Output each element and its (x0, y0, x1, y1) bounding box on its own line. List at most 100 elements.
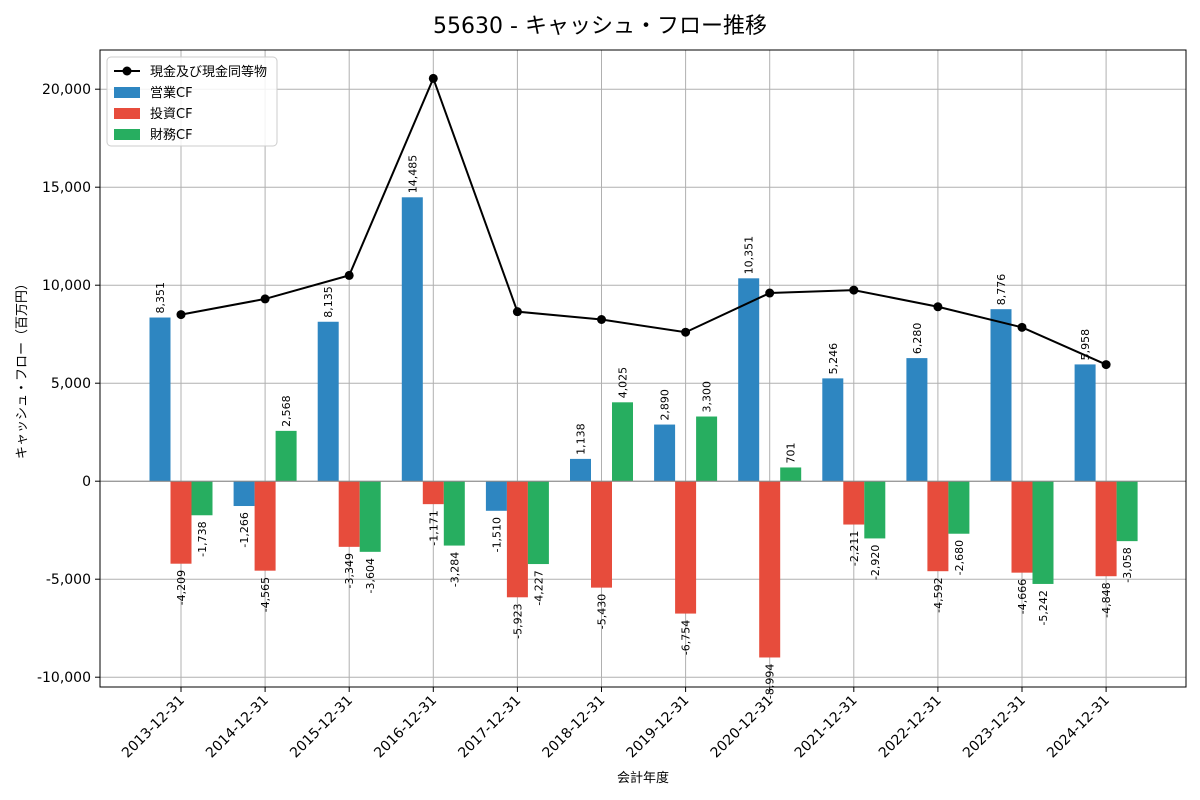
data-label: 2,568 (280, 395, 293, 427)
data-label: 10,351 (743, 236, 756, 275)
cash-balance-point (176, 310, 186, 320)
data-label: -2,211 (848, 531, 861, 566)
chart-title: 55630 - キャッシュ・フロー推移 (433, 14, 767, 39)
legend-label: 営業CF (150, 85, 193, 101)
data-label: -4,565 (259, 577, 272, 612)
bar (612, 402, 633, 482)
data-label: 5,246 (827, 343, 840, 375)
data-label: -6,754 (680, 620, 693, 655)
y-tick-label: -5,000 (46, 572, 91, 588)
cash-balance-line (180, 75, 1107, 366)
bar (990, 309, 1012, 482)
x-tick-label: 2024-12-31 (1044, 693, 1113, 762)
bar (275, 430, 297, 482)
y-tick-label: 0 (82, 474, 91, 490)
bar (359, 481, 381, 552)
cash-balance-point (344, 270, 354, 280)
bar (485, 481, 507, 511)
bar (780, 467, 802, 482)
bar (759, 481, 781, 658)
x-tick-label: 2016-12-31 (371, 693, 440, 762)
legend-label: 現金及び現金同等物 (150, 64, 267, 80)
legend-marker (122, 66, 132, 76)
data-label: -1,510 (490, 517, 503, 552)
data-label: 5,958 (1079, 329, 1092, 361)
x-tick-label: 2022-12-31 (876, 693, 945, 762)
bar (254, 481, 276, 571)
y-tick-label: -10,000 (37, 670, 91, 686)
data-label: -1,171 (427, 510, 440, 545)
bar (591, 481, 612, 588)
data-label: -1,738 (196, 521, 209, 556)
cash-balance-point (597, 315, 606, 324)
legend-swatch (114, 108, 140, 119)
bar (1095, 481, 1117, 577)
cash-balance-point (1017, 322, 1027, 332)
bar (443, 481, 465, 546)
x-tick-label: 2013-12-31 (119, 693, 188, 762)
cash-balance-point (765, 288, 775, 298)
bar (170, 481, 192, 564)
legend-label: 財務CF (150, 128, 193, 143)
data-label: 8,351 (154, 282, 167, 314)
x-tick-label: 2021-12-31 (792, 693, 861, 762)
data-label: -5,430 (596, 594, 609, 629)
cash-balance-point (260, 294, 270, 304)
bar (927, 481, 949, 572)
x-tick-label: 2023-12-31 (960, 693, 1029, 762)
bar (422, 481, 444, 505)
bar (1011, 481, 1033, 573)
bar (654, 424, 676, 482)
bar (233, 481, 255, 507)
bar (570, 458, 591, 482)
data-label: -3,284 (448, 552, 461, 587)
x-tick-label: 2017-12-31 (455, 693, 524, 762)
x-tick-label: 2015-12-31 (287, 693, 356, 762)
x-tick-label: 2019-12-31 (624, 693, 693, 762)
legend-swatch (114, 87, 140, 98)
y-tick-label: 5,000 (51, 376, 91, 392)
bar (506, 481, 528, 598)
bar (906, 358, 928, 482)
bar (948, 481, 970, 534)
data-label: -1,266 (238, 512, 251, 547)
y-axis-label: キャッシュ・フロー（百万円） (15, 277, 30, 459)
x-tick-label: 2014-12-31 (203, 693, 272, 762)
bar (822, 378, 844, 482)
data-label: -4,848 (1100, 582, 1113, 617)
cash-balance-point (849, 285, 859, 295)
legend-box (106, 56, 278, 147)
y-tick-label: 20,000 (42, 82, 91, 98)
bar (191, 481, 213, 516)
data-label: 6,280 (911, 323, 924, 355)
data-label: -2,680 (953, 540, 966, 575)
legend-label: 投資CF (150, 106, 193, 122)
data-label: -5,242 (1037, 590, 1050, 625)
cash-balance-point (428, 73, 438, 83)
data-label: 8,776 (995, 274, 1008, 306)
plot-frame (99, 49, 1187, 688)
data-label: 1,138 (575, 423, 588, 455)
data-label: -4,666 (1016, 579, 1029, 614)
data-label: -5,923 (511, 603, 524, 638)
x-axis-label: 会計年度 (617, 770, 669, 786)
cash-balance-point (933, 302, 943, 312)
bar (317, 321, 339, 482)
bar (149, 317, 171, 482)
bar (527, 481, 549, 565)
y-tick-label: 10,000 (42, 278, 91, 294)
data-label: -4,592 (932, 577, 945, 612)
x-tick-label: 2020-12-31 (708, 693, 777, 762)
y-tick-label: 15,000 (42, 180, 91, 196)
data-label: -4,209 (175, 570, 188, 605)
bar (1032, 481, 1054, 584)
bar (696, 416, 718, 482)
cash-balance-point (1101, 360, 1111, 370)
bar (338, 481, 360, 547)
x-tick-label: 2018-12-31 (539, 693, 608, 762)
bar (843, 481, 865, 525)
data-label: -8,994 (764, 664, 777, 699)
